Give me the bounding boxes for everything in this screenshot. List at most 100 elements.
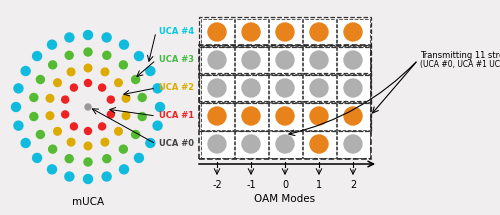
Circle shape (122, 112, 130, 120)
Circle shape (98, 123, 105, 130)
Circle shape (310, 135, 328, 153)
Bar (268, 103, 302, 129)
Circle shape (84, 175, 92, 183)
Circle shape (344, 51, 362, 69)
Circle shape (134, 52, 143, 61)
Circle shape (310, 23, 328, 41)
Circle shape (344, 79, 362, 97)
Circle shape (156, 103, 164, 112)
Circle shape (208, 51, 226, 69)
Bar (268, 46, 302, 74)
Circle shape (276, 51, 294, 69)
Text: UCA #2: UCA #2 (159, 83, 194, 92)
Circle shape (65, 155, 73, 163)
Circle shape (114, 79, 122, 86)
Bar (200, 18, 234, 46)
Circle shape (138, 94, 146, 101)
Circle shape (68, 138, 75, 146)
Bar (268, 75, 302, 101)
Circle shape (21, 66, 30, 75)
Circle shape (120, 165, 128, 174)
Circle shape (276, 79, 294, 97)
Bar (200, 75, 234, 101)
Circle shape (120, 40, 128, 49)
Circle shape (48, 145, 56, 153)
Circle shape (14, 121, 23, 130)
Bar (199, 101, 371, 131)
Bar (302, 103, 336, 129)
Text: mUCA: mUCA (72, 197, 104, 207)
Circle shape (153, 121, 162, 130)
Circle shape (65, 172, 74, 181)
Circle shape (114, 127, 122, 135)
Circle shape (98, 84, 105, 91)
Bar (302, 18, 336, 46)
Circle shape (30, 94, 38, 101)
Circle shape (101, 68, 108, 76)
Circle shape (70, 84, 78, 91)
Circle shape (65, 33, 74, 42)
Circle shape (84, 80, 91, 86)
Circle shape (32, 154, 42, 162)
Circle shape (208, 23, 226, 41)
Bar (336, 18, 370, 46)
Circle shape (134, 154, 143, 162)
Text: UCA #1: UCA #1 (159, 112, 194, 120)
Circle shape (208, 107, 226, 125)
Bar (234, 46, 268, 74)
Text: OAM Modes: OAM Modes (254, 194, 316, 204)
Circle shape (146, 66, 155, 75)
Circle shape (120, 61, 128, 69)
Bar (234, 75, 268, 101)
Text: 0: 0 (282, 180, 288, 190)
Circle shape (48, 165, 56, 174)
Circle shape (242, 107, 260, 125)
Circle shape (132, 131, 140, 138)
Circle shape (36, 75, 44, 83)
Circle shape (103, 155, 111, 163)
Bar (199, 45, 371, 75)
Circle shape (276, 135, 294, 153)
Circle shape (344, 23, 362, 41)
Text: Transmitting 11 streams: Transmitting 11 streams (420, 52, 500, 60)
Circle shape (242, 23, 260, 41)
Circle shape (276, 23, 294, 41)
Circle shape (36, 131, 44, 138)
Circle shape (102, 33, 111, 42)
Circle shape (242, 79, 260, 97)
Circle shape (120, 145, 128, 153)
Circle shape (344, 107, 362, 125)
Circle shape (54, 127, 62, 135)
Circle shape (14, 84, 23, 93)
Text: -1: -1 (246, 180, 256, 190)
Circle shape (276, 107, 294, 125)
Bar (302, 131, 336, 158)
Bar (268, 18, 302, 46)
Bar (199, 73, 371, 103)
Circle shape (70, 123, 78, 130)
Circle shape (242, 51, 260, 69)
Circle shape (46, 112, 54, 120)
Circle shape (84, 127, 91, 135)
Circle shape (108, 96, 114, 103)
Circle shape (138, 112, 146, 121)
Circle shape (208, 79, 226, 97)
Bar (302, 75, 336, 101)
Circle shape (310, 51, 328, 69)
Circle shape (132, 75, 140, 83)
Circle shape (84, 142, 92, 150)
Text: 2: 2 (350, 180, 356, 190)
Circle shape (30, 112, 38, 121)
Text: -2: -2 (212, 180, 222, 190)
Bar (200, 46, 234, 74)
Circle shape (242, 135, 260, 153)
Bar (336, 131, 370, 158)
Circle shape (12, 103, 20, 112)
Circle shape (85, 104, 91, 110)
Bar (336, 46, 370, 74)
Circle shape (48, 40, 56, 49)
Text: 1: 1 (316, 180, 322, 190)
Bar (336, 75, 370, 101)
Circle shape (122, 95, 130, 102)
Circle shape (103, 51, 111, 59)
